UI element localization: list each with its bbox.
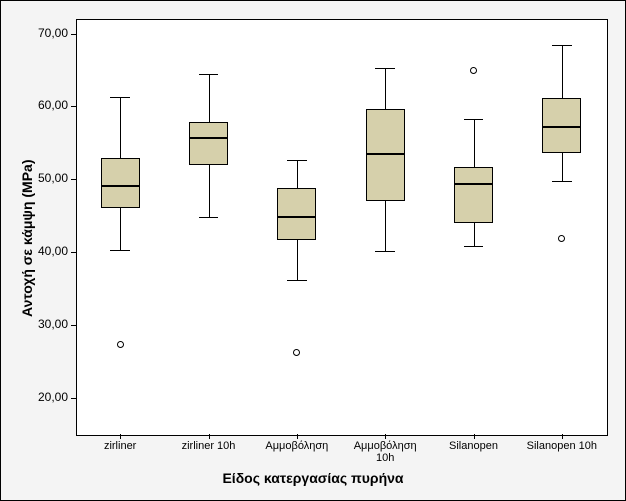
median-line xyxy=(277,216,316,218)
whisker-upper xyxy=(474,119,475,167)
whisker-lower xyxy=(562,153,563,181)
y-tick-label: 50,00 xyxy=(18,171,68,185)
median-line xyxy=(542,126,581,128)
x-tick-label: Αμμοβόληση xyxy=(265,440,328,452)
y-tick-mark xyxy=(71,398,76,399)
box xyxy=(101,158,140,208)
plot-area xyxy=(76,19,608,436)
whisker-cap-upper xyxy=(464,119,483,120)
median-line xyxy=(101,185,140,187)
whisker-cap-lower xyxy=(199,217,218,218)
x-tick-mark xyxy=(209,434,210,439)
whisker-cap-lower xyxy=(110,250,129,251)
y-tick-label: 40,00 xyxy=(18,244,68,258)
whisker-cap-upper xyxy=(110,97,129,98)
y-tick-label: 70,00 xyxy=(18,26,68,40)
whisker-upper xyxy=(562,45,563,97)
whisker-cap-lower xyxy=(552,181,571,182)
whisker-lower xyxy=(120,208,121,250)
whisker-cap-upper xyxy=(552,45,571,46)
y-tick-mark xyxy=(71,179,76,180)
y-tick-label: 30,00 xyxy=(18,317,68,331)
whisker-cap-lower xyxy=(375,251,394,252)
boxplot-chart: Αντοχή σε κάμψη (MPa) Είδος κατεργασίας … xyxy=(0,0,626,501)
box xyxy=(454,167,493,223)
x-tick-mark xyxy=(120,434,121,439)
y-tick-mark xyxy=(71,34,76,35)
y-tick-label: 20,00 xyxy=(18,390,68,404)
x-tick-mark xyxy=(385,434,386,439)
median-line xyxy=(454,183,493,185)
box xyxy=(189,122,228,164)
median-line xyxy=(366,153,405,155)
box xyxy=(366,109,405,201)
x-tick-mark xyxy=(297,434,298,439)
whisker-upper xyxy=(120,97,121,158)
whisker-lower xyxy=(297,240,298,280)
whisker-lower xyxy=(385,201,386,251)
whisker-upper xyxy=(297,160,298,188)
whisker-cap-lower xyxy=(287,280,306,281)
whisker-upper xyxy=(209,74,210,122)
whisker-cap-lower xyxy=(464,246,483,247)
x-tick-label: Αμμοβόληση10h xyxy=(354,440,417,464)
outlier-marker xyxy=(117,341,124,348)
whisker-lower xyxy=(474,223,475,246)
x-tick-label: Silanopen 10h xyxy=(527,440,597,452)
whisker-cap-upper xyxy=(199,74,218,75)
y-tick-mark xyxy=(71,252,76,253)
y-tick-mark xyxy=(71,106,76,107)
y-tick-mark xyxy=(71,325,76,326)
median-line xyxy=(189,137,228,139)
whisker-cap-upper xyxy=(287,160,306,161)
x-tick-mark xyxy=(474,434,475,439)
x-axis-title: Είδος κατεργασίας πυρήνα xyxy=(1,470,625,486)
x-tick-label: Silanopen xyxy=(449,440,498,452)
x-tick-label: zirliner xyxy=(104,440,136,452)
whisker-upper xyxy=(385,68,386,109)
whisker-lower xyxy=(209,165,210,217)
box xyxy=(277,188,316,240)
x-tick-label: zirliner 10h xyxy=(182,440,236,452)
y-tick-label: 60,00 xyxy=(18,98,68,112)
x-tick-mark xyxy=(562,434,563,439)
whisker-cap-upper xyxy=(375,68,394,69)
